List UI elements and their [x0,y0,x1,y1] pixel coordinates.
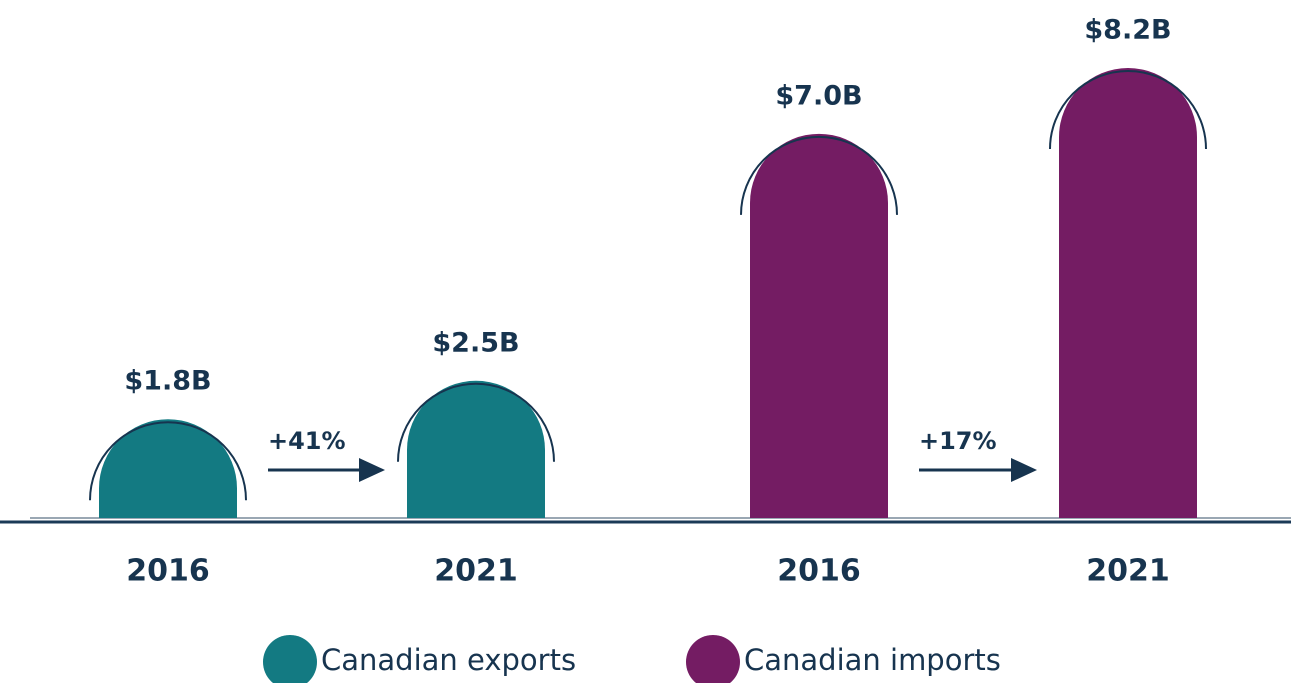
arrow-head [359,458,385,482]
legend-label: Canadian imports [744,643,1001,677]
value-label: $2.5B [432,327,519,358]
bar [99,419,237,518]
arrow-head [1011,458,1037,482]
value-label: $1.8B [124,366,211,397]
annotation: +17% [919,427,997,455]
x-tick-label: 2021 [1086,554,1170,589]
bar [1059,68,1197,518]
bar [750,133,888,519]
bar-outline-arc [89,421,247,501]
bar-outline-arc [1049,70,1207,150]
legend-label: Canadian exports [321,643,576,677]
bar-outline-arc [740,135,898,215]
x-tick-label: 2021 [434,554,518,589]
legend-swatch [686,635,740,683]
x-tick-label: 2016 [126,554,210,589]
legend-swatch [263,635,317,683]
x-tick-label: 2016 [777,554,861,589]
value-label: $7.0B [775,80,862,111]
annotation: +41% [268,427,346,455]
bar [407,380,545,518]
value-label: $8.2B [1084,15,1171,46]
bar-outline-arc [397,382,555,462]
